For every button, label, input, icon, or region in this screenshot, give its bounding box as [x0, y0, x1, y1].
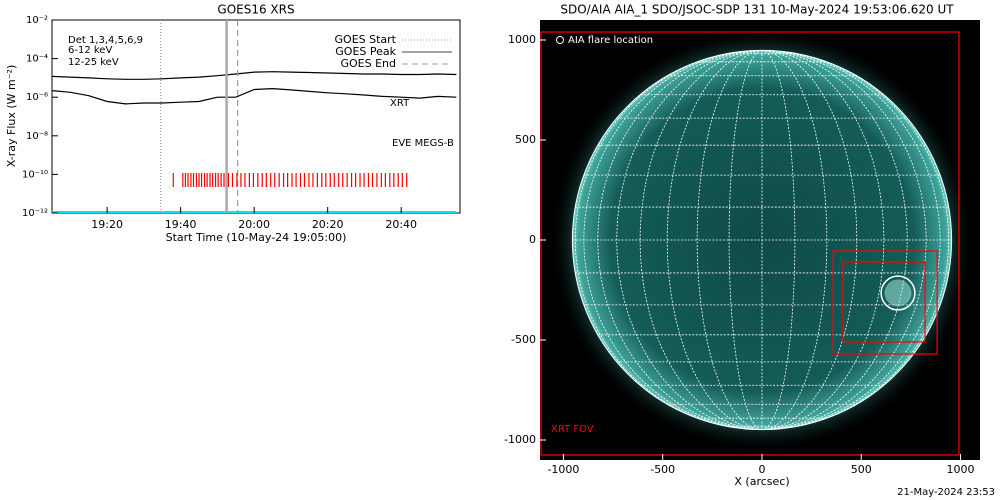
x-axis-label: X (arcsec): [734, 475, 789, 488]
y-tick-label: 10⁻⁸: [26, 131, 48, 142]
y-tick-label: 10⁻⁶: [26, 92, 48, 103]
fov-box: [842, 261, 926, 343]
y-tick-label: 0: [529, 233, 536, 246]
y-tick-label: -1000: [504, 433, 536, 446]
annotation: 6-12 keV: [68, 45, 112, 56]
longitude-line: [761, 49, 796, 431]
fov-box: [540, 31, 960, 456]
longitude-line: [728, 49, 762, 431]
y-tick-label: 500: [515, 133, 536, 146]
chart-title: SDO/AIA AIA_1 SDO/JSOC-SDP 131 10-May-20…: [560, 3, 954, 17]
x-tick-label: 19:40: [165, 218, 197, 231]
longitude-line: [616, 49, 762, 431]
legend-label: GOES Peak: [335, 45, 396, 58]
image-area: [540, 27, 975, 456]
flare-glow: [884, 279, 912, 307]
x-tick-label: 20:40: [385, 218, 417, 231]
longitude-line: [597, 49, 762, 431]
flare-legend-icon: [556, 36, 564, 44]
x-tick-label: 20:20: [312, 218, 344, 231]
fov-box: [832, 250, 938, 355]
x-tick-label: -500: [650, 463, 675, 476]
longitude-line: [666, 49, 762, 431]
x-axis-label: Start Time (10-May-24 19:05:00): [166, 231, 347, 244]
chart-title: GOES16 XRS: [217, 3, 294, 17]
x-tick-label: 500: [851, 463, 872, 476]
longitude-line: [761, 49, 908, 431]
y-tick-label: -500: [511, 333, 536, 346]
x-tick-label: 0: [758, 463, 765, 476]
longitude-line: [583, 49, 762, 431]
x-tick-label: -1000: [547, 463, 579, 476]
annotation: XRT: [390, 98, 410, 109]
y-tick-label: 1000: [508, 33, 536, 46]
data-line: [52, 71, 457, 80]
y-tick-label: 10⁻⁴: [26, 54, 48, 65]
longitude-line: [574, 49, 762, 431]
longitude-line: [761, 49, 828, 431]
footer: 21-May-2024 23:53: [897, 487, 995, 498]
legend-label: GOES End: [340, 57, 396, 70]
longitude-line: [761, 49, 941, 431]
y-tick-label: 10⁻¹²: [22, 208, 48, 219]
plot-area: XRT EVE MEGS-B: [52, 20, 457, 213]
flare-legend-label: AIA flare location: [568, 35, 653, 46]
data-line: [52, 87, 457, 105]
annotation: 12-25 keV: [68, 57, 119, 68]
longitude-line: [761, 49, 949, 431]
x-tick-label: 19:20: [91, 218, 123, 231]
longitude-line: [761, 49, 927, 431]
annotation: EVE MEGS-B: [392, 138, 454, 149]
longitude-line: [696, 49, 762, 431]
longitude-line: [761, 49, 858, 431]
annotation: Det 1,3,4,5,6,9: [68, 35, 143, 46]
y-axis-label: X-ray Flux (W m⁻²): [5, 65, 18, 167]
y-tick-label: 10⁻¹⁰: [22, 169, 48, 180]
y-tick-label: 10⁻²: [26, 15, 48, 26]
legend-label: GOES Start: [335, 33, 397, 46]
x-tick-label: 20:00: [238, 218, 270, 231]
fov-label: XRT FOV: [551, 424, 594, 435]
flare-circle: [880, 275, 916, 311]
limb: [571, 49, 953, 431]
x-tick-label: 1000: [947, 463, 975, 476]
